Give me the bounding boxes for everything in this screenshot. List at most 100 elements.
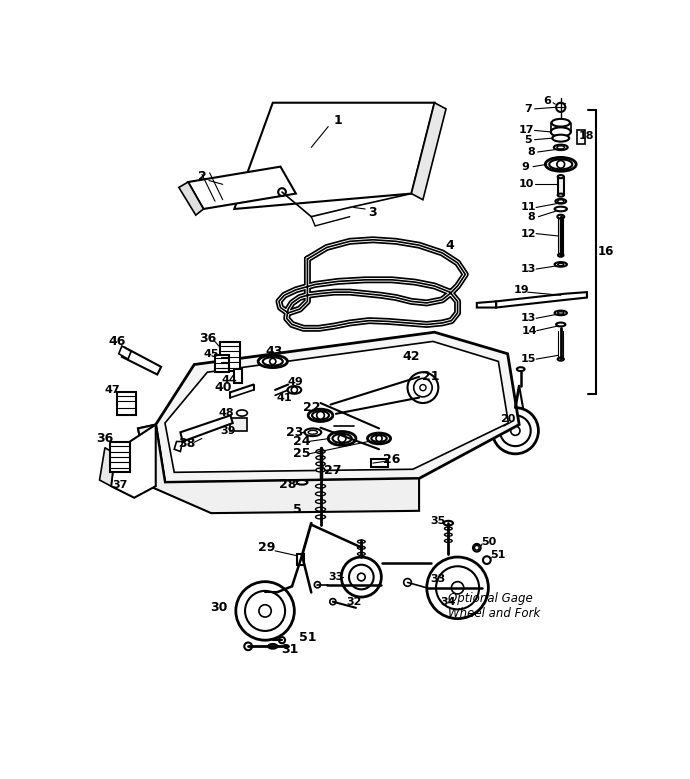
Text: 20: 20 [500, 414, 515, 425]
Polygon shape [99, 448, 115, 486]
Text: 33: 33 [328, 572, 344, 582]
Ellipse shape [315, 507, 326, 511]
Text: 37: 37 [112, 480, 128, 490]
Text: 42: 42 [403, 351, 420, 363]
Text: 5: 5 [293, 502, 302, 516]
Circle shape [414, 379, 432, 397]
Ellipse shape [444, 539, 452, 542]
Text: 30: 30 [210, 601, 228, 615]
Ellipse shape [444, 533, 452, 536]
Text: 47: 47 [105, 385, 121, 395]
Polygon shape [156, 332, 519, 482]
Text: 36: 36 [97, 432, 114, 445]
Circle shape [338, 435, 346, 442]
Bar [215, 355, 229, 372]
Text: 22: 22 [302, 401, 320, 414]
Text: 23: 23 [286, 426, 303, 439]
Ellipse shape [316, 456, 325, 460]
Bar [117, 393, 136, 415]
Text: 45: 45 [204, 349, 219, 359]
Ellipse shape [552, 135, 569, 142]
Ellipse shape [308, 430, 317, 434]
Text: 6: 6 [543, 96, 551, 106]
Text: 51: 51 [299, 630, 316, 643]
Text: 1: 1 [334, 114, 343, 127]
Text: 5: 5 [524, 135, 532, 145]
Polygon shape [138, 425, 165, 486]
Circle shape [427, 557, 489, 619]
Circle shape [557, 160, 564, 168]
Ellipse shape [551, 119, 570, 127]
Ellipse shape [328, 432, 356, 446]
Text: 9: 9 [522, 161, 529, 171]
Polygon shape [477, 301, 496, 308]
Ellipse shape [558, 175, 564, 178]
Ellipse shape [444, 521, 453, 526]
Ellipse shape [545, 157, 576, 171]
Ellipse shape [316, 468, 325, 472]
Bar [110, 442, 130, 472]
Circle shape [315, 582, 321, 588]
Text: 27: 27 [324, 464, 342, 478]
Ellipse shape [558, 254, 564, 257]
Bar [220, 342, 240, 372]
Ellipse shape [333, 434, 352, 443]
Text: 8: 8 [528, 147, 535, 157]
Text: 16: 16 [598, 245, 613, 258]
Text: Optional Gage
Wheel and Fork: Optional Gage Wheel and Fork [448, 593, 540, 620]
Ellipse shape [551, 127, 571, 136]
Bar [558, 177, 564, 195]
Polygon shape [119, 346, 131, 359]
Polygon shape [180, 415, 233, 442]
Ellipse shape [555, 311, 567, 315]
Circle shape [492, 407, 538, 454]
Ellipse shape [304, 428, 322, 436]
Text: 7: 7 [524, 104, 532, 114]
Text: 11: 11 [521, 203, 536, 213]
Ellipse shape [555, 262, 567, 266]
Text: 34: 34 [441, 597, 456, 607]
Polygon shape [174, 442, 183, 452]
Ellipse shape [357, 546, 365, 549]
Text: 38: 38 [178, 437, 195, 450]
Ellipse shape [288, 386, 302, 393]
Text: 36: 36 [199, 332, 216, 345]
Text: 12: 12 [521, 228, 536, 238]
Text: 4: 4 [446, 239, 454, 252]
Text: 17: 17 [519, 125, 535, 136]
Ellipse shape [258, 355, 288, 368]
Text: 25: 25 [293, 447, 310, 460]
Polygon shape [235, 103, 435, 209]
Circle shape [408, 372, 438, 403]
Ellipse shape [368, 433, 391, 444]
Circle shape [349, 565, 374, 590]
Bar [371, 460, 388, 467]
Text: 51: 51 [490, 551, 505, 560]
Ellipse shape [357, 552, 365, 555]
Text: 31: 31 [281, 643, 298, 656]
Text: 39: 39 [220, 426, 236, 435]
Circle shape [436, 566, 479, 609]
Polygon shape [111, 425, 156, 498]
Ellipse shape [316, 449, 325, 453]
Polygon shape [496, 292, 587, 308]
Circle shape [556, 103, 565, 112]
Polygon shape [188, 167, 296, 209]
Text: 40: 40 [214, 381, 231, 394]
Text: 29: 29 [258, 541, 275, 555]
Text: 18: 18 [578, 131, 594, 141]
Text: 28: 28 [279, 478, 297, 491]
Polygon shape [122, 347, 161, 375]
Ellipse shape [297, 480, 308, 485]
Text: 3: 3 [368, 206, 377, 220]
Text: 43: 43 [266, 345, 283, 358]
Ellipse shape [558, 312, 564, 314]
Ellipse shape [549, 160, 572, 169]
Ellipse shape [554, 145, 568, 150]
Circle shape [330, 598, 336, 605]
Circle shape [475, 545, 479, 550]
Text: 32: 32 [346, 597, 362, 607]
Text: 19: 19 [513, 285, 529, 294]
Ellipse shape [315, 515, 326, 519]
Ellipse shape [263, 358, 283, 365]
